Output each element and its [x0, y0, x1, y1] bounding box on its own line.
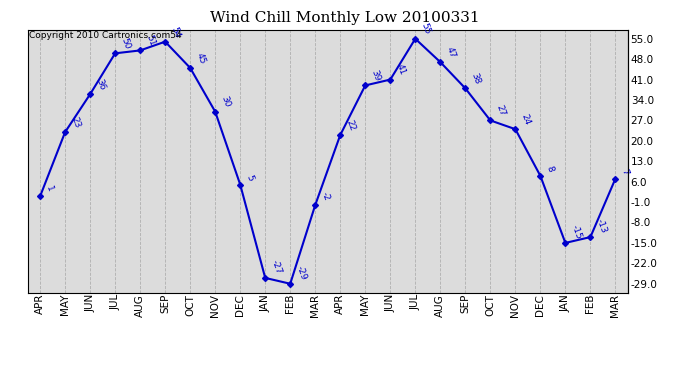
Text: 55: 55: [420, 22, 432, 36]
Text: 50: 50: [119, 37, 132, 51]
Text: -13: -13: [595, 217, 608, 234]
Text: 27: 27: [495, 104, 507, 118]
Text: 7: 7: [620, 168, 630, 176]
Text: 23: 23: [69, 116, 81, 129]
Text: 45: 45: [195, 51, 207, 65]
Text: 54: 54: [169, 25, 181, 39]
Text: 47: 47: [444, 45, 457, 59]
Text: 36: 36: [95, 78, 107, 92]
Text: 30: 30: [219, 95, 232, 109]
Text: 1: 1: [44, 185, 55, 194]
Text: -29: -29: [295, 264, 308, 281]
Text: 5: 5: [244, 173, 255, 182]
Text: 41: 41: [395, 63, 407, 77]
Text: Wind Chill Monthly Low 20100331: Wind Chill Monthly Low 20100331: [210, 11, 480, 25]
Text: 8: 8: [544, 165, 555, 173]
Text: 24: 24: [520, 113, 532, 126]
Text: 22: 22: [344, 118, 357, 132]
Text: 51: 51: [144, 34, 157, 48]
Text: 38: 38: [469, 72, 482, 86]
Text: -2: -2: [319, 191, 331, 202]
Text: -15: -15: [569, 223, 583, 240]
Text: Copyright 2010 Cartronics.com54: Copyright 2010 Cartronics.com54: [29, 32, 181, 40]
Text: -27: -27: [269, 258, 283, 275]
Text: 39: 39: [369, 69, 382, 82]
